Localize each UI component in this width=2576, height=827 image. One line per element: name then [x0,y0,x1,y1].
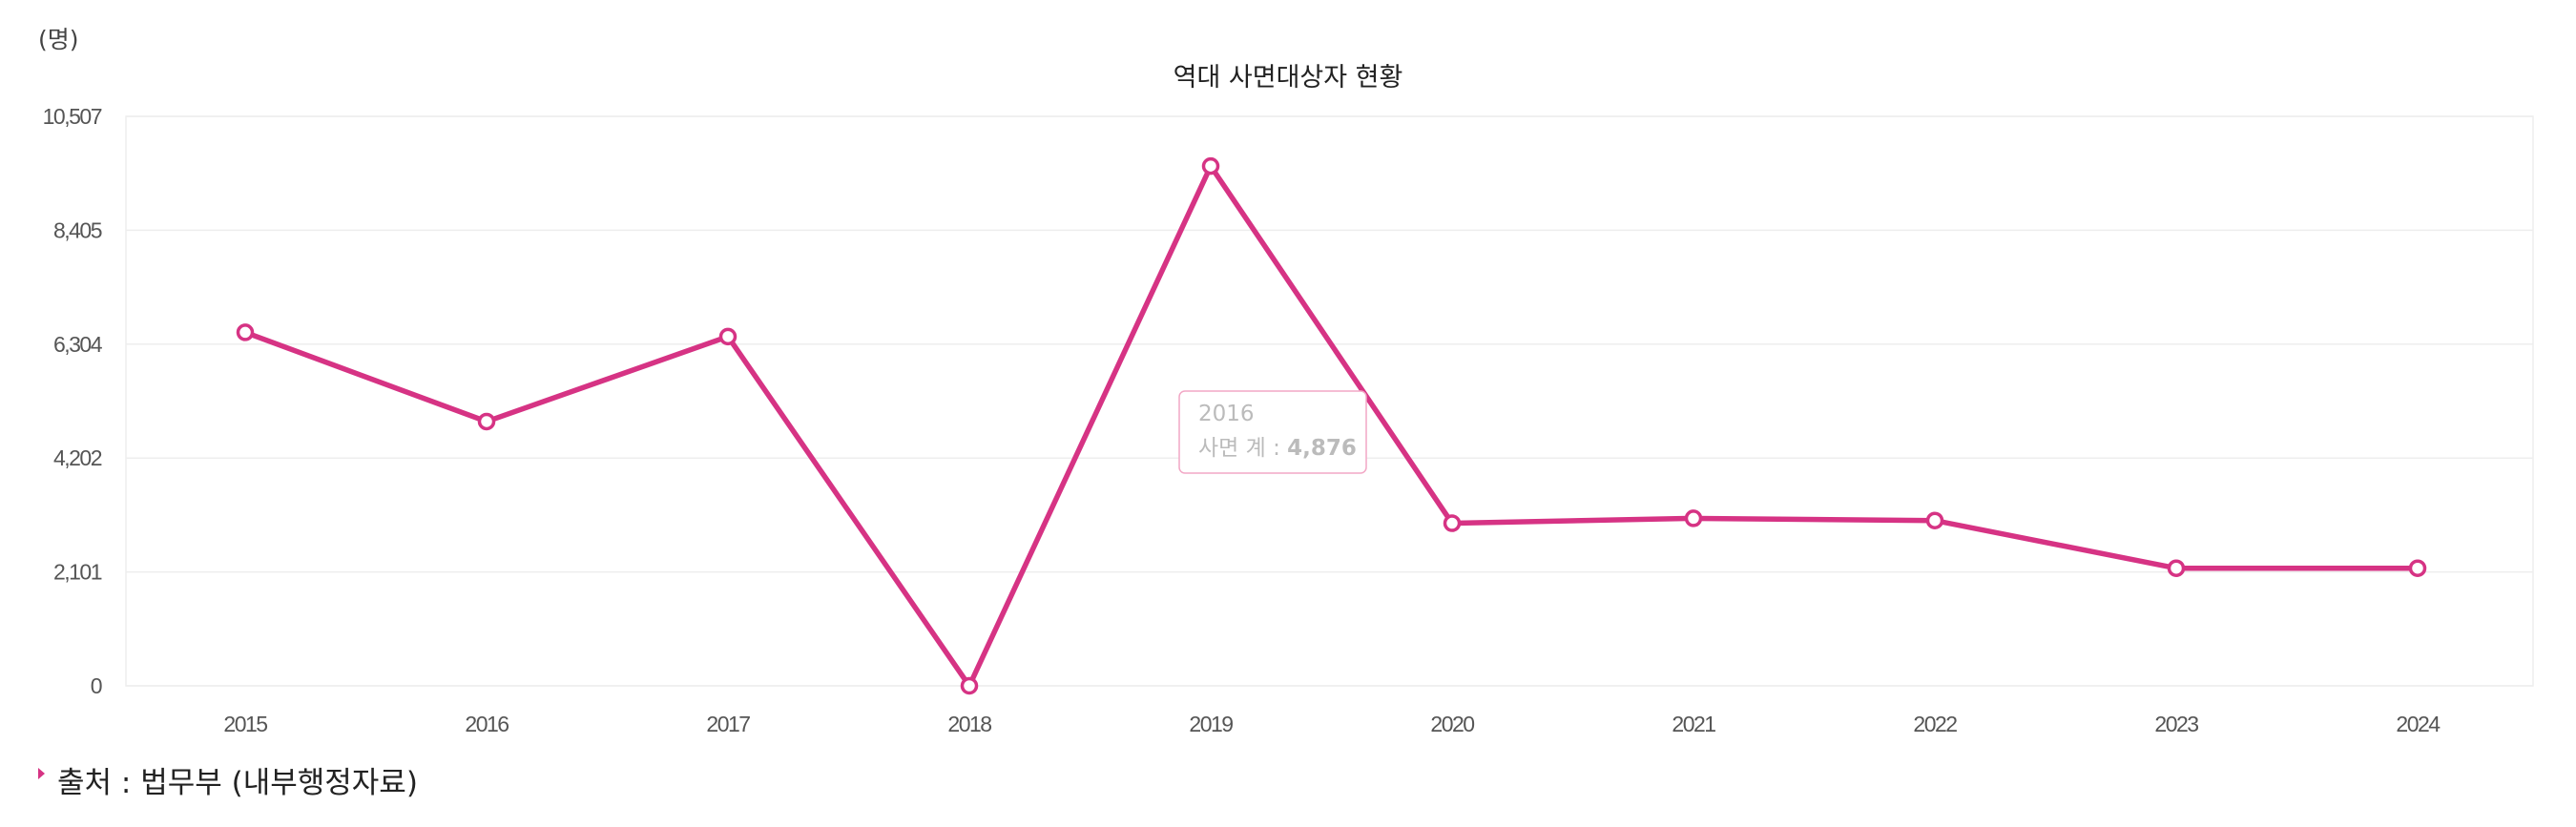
x-tick-label: 2020 [1430,712,1474,736]
x-tick-label: 2023 [2154,712,2198,736]
x-axis: 2015 2016 2017 2018 2019 2020 2021 2022 2023 2024 [223,712,2441,736]
tooltip-line: 사면 계 : 4,876 [1198,436,1357,461]
y-tick-label: 0 [91,673,102,698]
source-text: 출처 : 법무부 (내부행정자료) [57,766,418,800]
bullet-icon [38,768,45,779]
x-tick-label: 2017 [706,712,750,736]
data-point[interactable] [1684,509,1703,527]
series-group [236,156,2427,695]
tooltip-value: 4,876 [1287,436,1357,461]
chart-title: 역대 사면대상자 현황 [1174,63,1403,93]
y-tick-label: 10,507 [43,104,102,129]
data-point[interactable] [718,327,737,346]
data-point[interactable] [1925,511,1944,529]
x-tick-label: 2021 [1672,712,1715,736]
series-line [244,163,2418,689]
x-tick-label: 2015 [223,712,267,736]
y-tick-label: 8,405 [53,217,102,242]
data-point[interactable] [1201,156,1220,176]
x-tick-label: 2016 [465,712,509,736]
gridlines [126,115,2533,687]
y-tick-label: 2,101 [53,560,102,585]
data-point[interactable] [960,676,979,695]
data-point[interactable] [236,323,255,341]
x-tick-label: 2024 [2396,712,2441,736]
unit-label: (명) [38,26,79,53]
data-point[interactable] [1443,514,1462,532]
tooltip-label: 사면 계 : [1198,436,1287,461]
data-point[interactable] [2167,559,2186,577]
y-axis: 0 2,101 4,202 6,304 8,405 10,507 [43,104,105,698]
data-point[interactable] [477,412,496,431]
y-tick-label: 4,202 [53,445,102,470]
x-tick-label: 2022 [1913,712,1957,736]
y-tick-label: 6,304 [53,332,103,357]
tooltip-year: 2016 [1198,402,1255,426]
x-tick-label: 2018 [947,712,991,736]
tooltip: 2016 사면 계 : 4,876 [1178,390,1367,474]
source-note: 출처 : 법무부 (내부행정자료) [38,766,418,800]
tooltip-box [1178,390,1367,474]
data-point[interactable] [2408,559,2427,577]
x-tick-label: 2019 [1189,712,1233,736]
